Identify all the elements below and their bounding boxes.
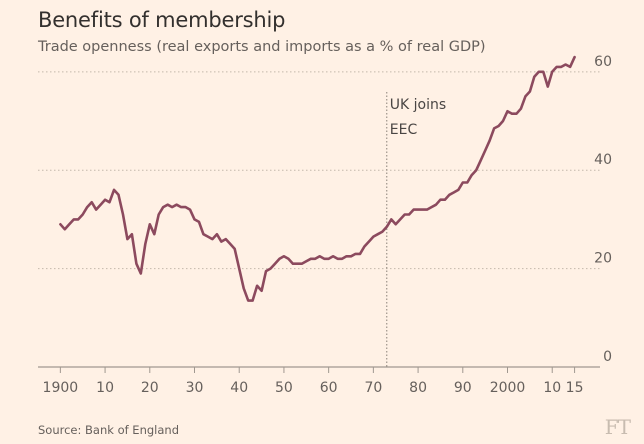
eec-annotation-label: EEC (390, 122, 418, 138)
x-tick-label: 40 (230, 380, 248, 396)
x-axis: 1900 10 20 30 40 50 60 70 80 90 2000 10 15 (43, 367, 584, 396)
y-tick-label: 20 (594, 251, 612, 267)
eec-annotation: UK joins EEC (386, 92, 446, 367)
y-axis: 0 20 40 60 (594, 54, 612, 365)
x-tick-label: 60 (320, 380, 338, 396)
x-tick-label: 20 (141, 380, 159, 396)
x-tick-label: 10 (543, 380, 561, 396)
x-tick-label: 80 (409, 380, 427, 396)
trade-openness-line (59, 55, 576, 302)
ft-logo: FT (604, 415, 631, 439)
chart-subtitle: Trade openness (real exports and imports… (38, 39, 486, 55)
x-tick-label: 90 (454, 380, 472, 396)
eec-annotation-label: UK joins (390, 97, 446, 113)
x-tick-label: 50 (275, 380, 293, 396)
series-group (59, 55, 576, 302)
y-tick-label: 0 (603, 349, 612, 365)
y-tick-label: 60 (594, 54, 612, 70)
x-tick-label: 1900 (43, 380, 79, 396)
x-tick-label: 10 (96, 380, 114, 396)
x-tick-label: 30 (186, 380, 204, 396)
y-tick-label: 40 (594, 152, 612, 168)
x-tick-label: 70 (364, 380, 382, 396)
source-note: Source: Bank of England (38, 423, 179, 437)
chart-title: Benefits of membership (38, 8, 286, 32)
x-tick-label: 15 (566, 380, 584, 396)
gridlines (38, 71, 600, 368)
x-tick-label: 2000 (490, 380, 526, 396)
